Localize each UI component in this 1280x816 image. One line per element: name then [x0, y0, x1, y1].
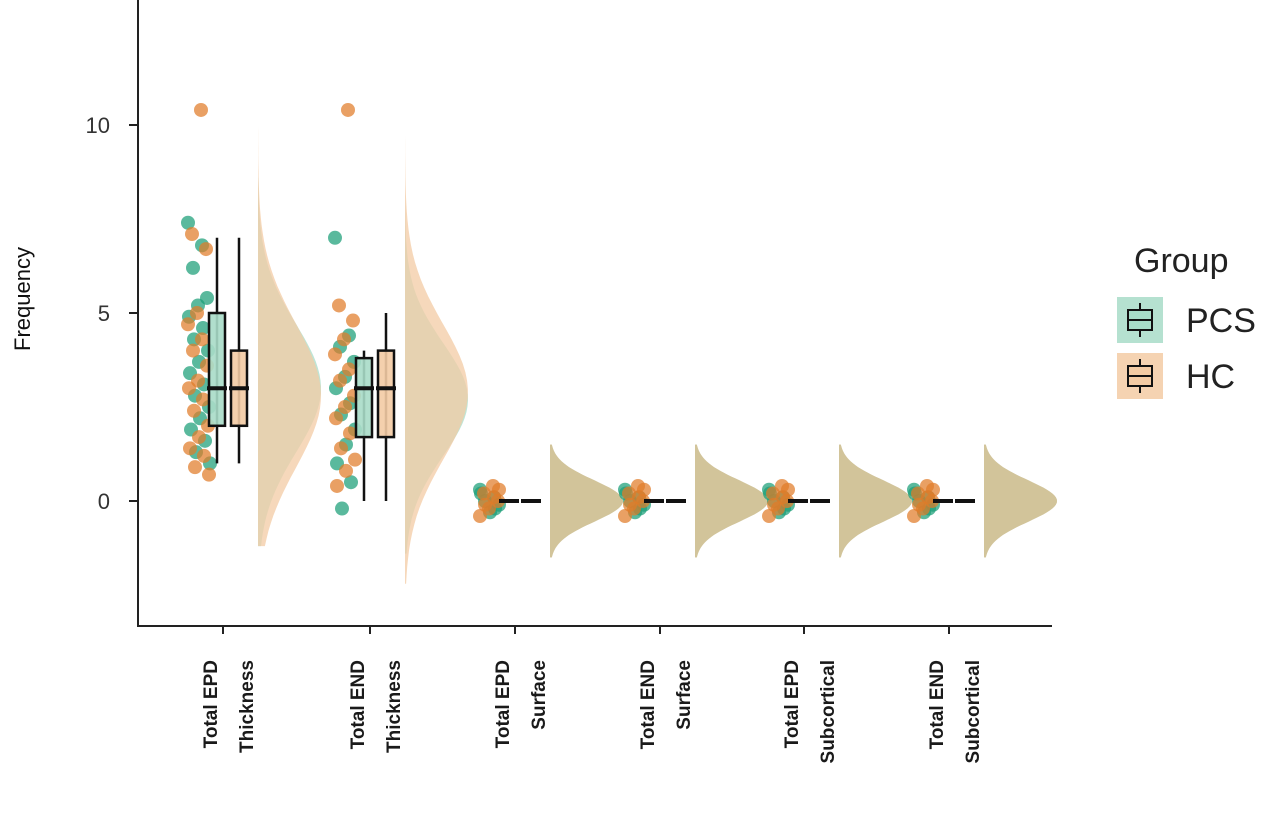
data-point-hc	[339, 463, 353, 478]
x-tick-label-line: Total EPD	[782, 660, 803, 748]
data-point-hc	[196, 392, 210, 407]
data-point-hc	[328, 347, 342, 362]
data-point-hc	[337, 332, 351, 347]
data-point-pcs	[335, 501, 349, 516]
data-point-hc	[618, 509, 632, 524]
box-pcs	[207, 311, 227, 428]
data-point-hc	[187, 403, 201, 418]
data-point-pcs	[181, 215, 195, 230]
x-tick-label-line: Subcortical	[963, 660, 984, 763]
data-point-hc	[623, 497, 637, 512]
data-point-hc	[346, 313, 360, 328]
data-point-hc	[341, 102, 355, 117]
x-tick-label-line: Surface	[674, 660, 695, 730]
x-tick-label: Total EPD Subcortical	[782, 660, 839, 763]
x-tick-label-line: Total EPD	[493, 660, 514, 748]
x-tick-label-line: Thickness	[384, 660, 405, 753]
y-tick-label: 0	[98, 489, 110, 514]
density-overlap	[984, 444, 1057, 558]
data-point-pcs	[186, 260, 200, 275]
x-tick-label-line: Subcortical	[818, 660, 839, 763]
x-tick-label-line: Total END	[348, 660, 369, 749]
data-point-hc	[181, 317, 195, 332]
legend: Group PCS HC	[1117, 242, 1256, 399]
x-tick-label-line: Total EPD	[201, 660, 222, 748]
y-ticks: 0 5 10	[86, 113, 138, 514]
data-point-hc	[907, 509, 921, 524]
box-pcs	[354, 356, 374, 439]
x-tick-label-line: Thickness	[237, 660, 258, 753]
data-point-hc	[781, 482, 795, 497]
data-point-hc	[192, 430, 206, 445]
y-tick-label: 10	[86, 113, 110, 138]
x-tick-label: Total EPD Surface	[493, 660, 550, 748]
data-point-pcs	[196, 321, 210, 336]
data-point-pcs	[344, 475, 358, 490]
y-axis-title: Frequency	[10, 247, 35, 351]
data-point-hc	[183, 441, 197, 456]
data-point-hc	[342, 362, 356, 377]
density-overlap	[695, 444, 768, 558]
data-point-hc	[338, 400, 352, 414]
box-hc	[376, 349, 396, 439]
data-point-hc	[194, 102, 208, 117]
x-tick-label-line: Surface	[529, 660, 550, 730]
x-tick-label-line: Total END	[638, 660, 659, 749]
data-point-hc	[334, 441, 348, 456]
x-ticks: Total EPD Thickness Total END Thickness Tota…	[201, 626, 984, 763]
data-point-hc	[182, 381, 196, 396]
data-point-hc	[190, 306, 204, 320]
data-point-hc	[330, 478, 344, 493]
data-point-hc	[343, 426, 357, 441]
data-point-hc	[199, 242, 213, 257]
data-point-hc	[333, 373, 347, 388]
data-point-pcs	[328, 230, 342, 245]
legend-title: Group	[1134, 242, 1229, 280]
density-hc	[258, 87, 321, 547]
data-point-hc	[195, 332, 209, 347]
density-overlap	[839, 444, 912, 558]
data-point-hc	[478, 497, 492, 512]
density-overlap	[550, 444, 623, 558]
data-point-hc	[926, 482, 940, 497]
x-tick-label: Total END Subcortical	[927, 660, 984, 763]
legend-label-pcs: PCS	[1186, 302, 1256, 340]
data-point-hc	[767, 497, 781, 512]
legend-label-hc: HC	[1186, 358, 1235, 396]
density-hc	[405, 76, 468, 584]
plot-area	[181, 76, 1057, 584]
data-point-hc	[912, 497, 926, 512]
data-point-hc	[185, 227, 199, 242]
x-tick-label-line: Total END	[927, 660, 948, 749]
data-point-hc	[637, 482, 651, 497]
data-point-hc	[197, 448, 211, 463]
data-point-hc	[332, 298, 346, 313]
data-point-hc	[186, 343, 200, 358]
data-point-hc	[188, 460, 202, 475]
data-point-hc	[473, 509, 487, 524]
x-tick-label: Total EPD Thickness	[201, 660, 258, 753]
data-point-hc	[348, 452, 362, 467]
data-point-hc	[202, 467, 216, 482]
data-point-hc	[329, 411, 343, 426]
y-tick-label: 5	[98, 301, 110, 326]
x-tick-label: Total END Surface	[638, 660, 695, 749]
data-point-hc	[762, 509, 776, 524]
x-tick-label: Total END Thickness	[348, 660, 405, 753]
data-point-hc	[492, 482, 506, 497]
